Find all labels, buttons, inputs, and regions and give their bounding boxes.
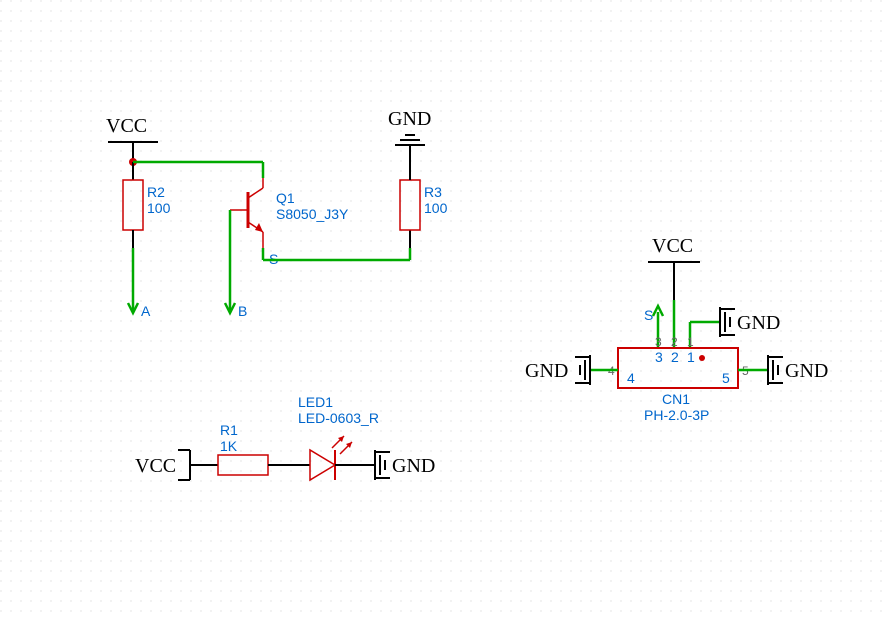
svg-text:1: 1 [687,349,695,365]
svg-text:1: 1 [687,335,694,349]
svg-text:3: 3 [655,349,663,365]
r1-value: 1K [220,438,238,454]
net-a-label: A [141,303,151,319]
vcc-label-led: VCC [135,455,176,477]
r1-ref: R1 [220,422,238,438]
net-b-label: B [238,303,247,319]
r3-value: 100 [424,200,448,216]
vcc-label-top: VCC [106,115,147,137]
gnd-label-conn1: GND [737,312,780,334]
q1-ref: Q1 [276,190,295,206]
gnd-label-conn4: GND [525,360,568,382]
cn1-ref: CN1 [662,391,690,407]
cn1-value: PH-2.0-3P [644,407,709,423]
led1-value: LED-0603_R [298,410,379,426]
r2-value: 100 [147,200,171,216]
gnd-label-led: GND [392,455,435,477]
svg-text:4: 4 [627,370,635,386]
svg-text:2: 2 [671,349,679,365]
schematic-canvas: VCC R2 100 A Q1 S8050_J3Y [0,0,887,620]
gnd-label-top: GND [388,108,431,130]
r3-ref: R3 [424,184,442,200]
net-s-label-2: S [644,307,653,323]
q1-value: S8050_J3Y [276,206,349,222]
vcc-label-conn: VCC [652,235,693,257]
svg-text:2: 2 [671,335,678,349]
svg-text:3: 3 [655,335,662,349]
svg-text:5: 5 [722,370,730,386]
led1-ref: LED1 [298,394,333,410]
r2-ref: R2 [147,184,165,200]
gnd-label-conn5: GND [785,360,828,382]
